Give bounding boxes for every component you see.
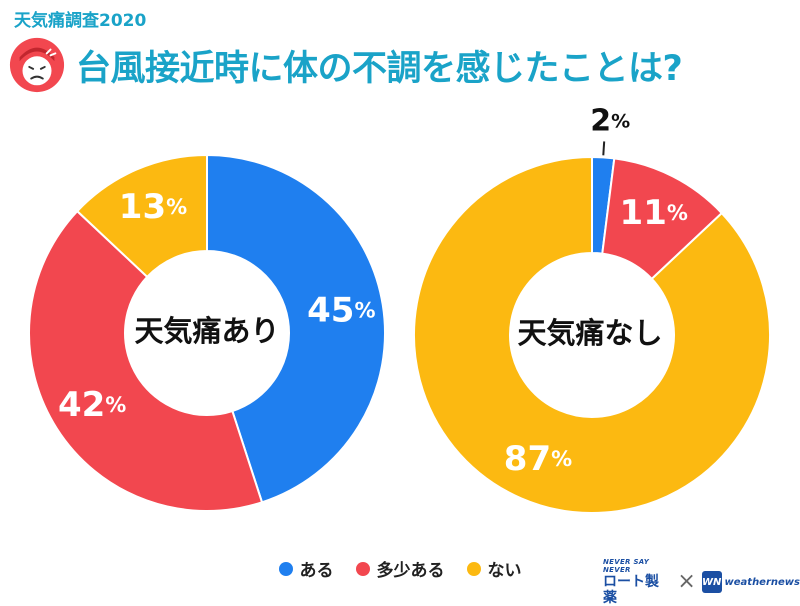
legend: ある 多少ある ない (0, 556, 800, 581)
value-number: 2 (590, 103, 611, 138)
value-number: 13 (119, 187, 166, 227)
survey-label: 天気痛調査2020 (14, 11, 147, 31)
legend-label: ある (299, 561, 334, 581)
donut-center-label: 天気痛あり (134, 314, 279, 348)
slice-value-label: 42% (58, 384, 126, 424)
weathernews-name: weathernews (724, 576, 800, 588)
rohto-tagline: NEVER SAY NEVER (603, 558, 650, 574)
value-unit: % (667, 201, 688, 225)
donut-slice (75, 153, 208, 279)
donut-slice (206, 153, 386, 504)
legend-label: ない (487, 561, 522, 581)
value-unit: % (105, 393, 126, 417)
legend-swatch (278, 561, 293, 576)
value-number: 87 (504, 438, 551, 478)
legend-item-aru: ある (278, 556, 334, 581)
legend-item-nai: ない (466, 556, 522, 581)
value-unit: % (354, 299, 375, 323)
sponsor-logos: NEVER SAY NEVER ロート製薬 × WN weathernews (603, 558, 800, 606)
rohto-logo: NEVER SAY NEVER ロート製薬 (603, 558, 671, 606)
cross-icon: × (677, 569, 696, 594)
donut-center-label: 天気痛なし (517, 316, 662, 350)
value-number: 45 (307, 290, 354, 330)
distressed-face-icon (9, 37, 65, 93)
chart-title: 台風接近時に体の不調を感じたことは? (76, 48, 683, 89)
value-number: 11 (620, 192, 667, 232)
value-number: 42 (58, 384, 105, 424)
legend-label: 多少ある (376, 561, 445, 581)
slice-value-label: 87% (504, 438, 572, 478)
legend-item-tashou: 多少ある (355, 556, 445, 581)
value-unit: % (611, 110, 630, 132)
slice-value-label: 2% (590, 103, 630, 138)
legend-swatch (466, 561, 481, 576)
legend-swatch (355, 561, 370, 576)
slice-value-label: 11% (620, 192, 688, 232)
slice-value-label: 13% (119, 187, 187, 227)
value-unit: % (551, 447, 572, 471)
donut-slice (28, 209, 264, 512)
value-unit: % (166, 195, 187, 219)
slice-value-label: 45% (307, 290, 375, 330)
donut-slice (413, 155, 771, 514)
rohto-name: ロート製薬 (603, 574, 659, 606)
weathernews-badge-icon: WN (701, 571, 722, 593)
header: 台風接近時に体の不調を感じたことは? (8, 36, 683, 94)
leader-line (602, 141, 606, 156)
